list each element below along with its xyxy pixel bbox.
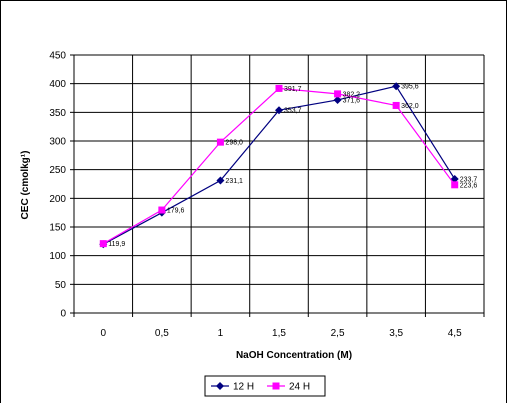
- data-point-12-h: [333, 95, 342, 104]
- y-tick-label: 150: [49, 223, 66, 234]
- data-label: 233,7: [460, 177, 478, 184]
- y-tick-label: 250: [49, 165, 66, 176]
- data-label: 362,0: [401, 103, 419, 110]
- data-point-12-h: [392, 82, 401, 91]
- data-point-12-h: [450, 175, 459, 184]
- y-tick-label: 200: [49, 194, 66, 205]
- x-tick-label: 2,5: [331, 328, 345, 339]
- legend-box: [204, 375, 326, 397]
- legend-label: 24 H: [289, 382, 310, 393]
- x-tick-label: 0,5: [155, 328, 169, 339]
- data-point-12-h: [275, 106, 283, 115]
- x-tick-label: 3,5: [389, 328, 403, 339]
- data-point-24-h: [216, 138, 224, 146]
- data-label: 395,6: [401, 84, 419, 91]
- data-point-24-h: [451, 181, 459, 189]
- legend-swatch-marker: [272, 382, 280, 390]
- data-point-24-h: [275, 84, 283, 92]
- legend-swatch-marker: [216, 382, 224, 390]
- legend-label: 12 H: [233, 382, 254, 393]
- x-tick-label: 1,5: [272, 328, 286, 339]
- data-point-24-h: [99, 240, 107, 248]
- data-label: 382,2: [343, 91, 361, 98]
- grid-lines: [74, 54, 485, 313]
- data-point-24-h: [158, 206, 166, 214]
- x-axis-title: NaOH Concentration (M): [236, 350, 352, 361]
- y-axis-title: CEC (cmolkg¹): [20, 151, 31, 220]
- data-label: 371,6: [343, 97, 361, 104]
- y-tick-label: 350: [49, 108, 66, 119]
- y-tick-label: 400: [49, 79, 66, 90]
- data-point-24-h: [334, 90, 342, 98]
- y-tick-label: 300: [49, 137, 66, 148]
- x-tick-labels: 0 0,5 1 1,5 2,5 3,5 4,5: [101, 328, 463, 339]
- legend: 12 H 24 H: [204, 375, 326, 397]
- data-labels: 231,1 353,7 371,6 395,6 233,7 119,9 179,6 298,0…: [108, 84, 477, 248]
- y-tick-label: 50: [55, 280, 67, 291]
- data-label: 119,9: [108, 241, 125, 248]
- x-tick-label: 0: [101, 328, 107, 339]
- x-tick-label: 4,5: [448, 328, 462, 339]
- y-tick-label: 100: [49, 251, 66, 262]
- data-label: 179,6: [167, 208, 185, 215]
- x-tick-label: 1: [218, 328, 224, 339]
- y-tick-labels: 0 50 100 150 200 250 300 350 400 450: [49, 51, 66, 320]
- y-tick-label: 0: [60, 309, 66, 320]
- data-label: 298,0: [225, 140, 243, 147]
- data-point-24-h: [392, 101, 400, 109]
- data-point-12-h: [216, 176, 225, 185]
- data-label: 353,7: [284, 108, 302, 115]
- data-label: 223,6: [460, 182, 478, 189]
- axes: [70, 54, 485, 317]
- data-label: 231,1: [225, 178, 243, 185]
- y-tick-label: 450: [49, 51, 66, 62]
- data-label: 391,7: [284, 86, 302, 93]
- series-layer: [99, 82, 459, 249]
